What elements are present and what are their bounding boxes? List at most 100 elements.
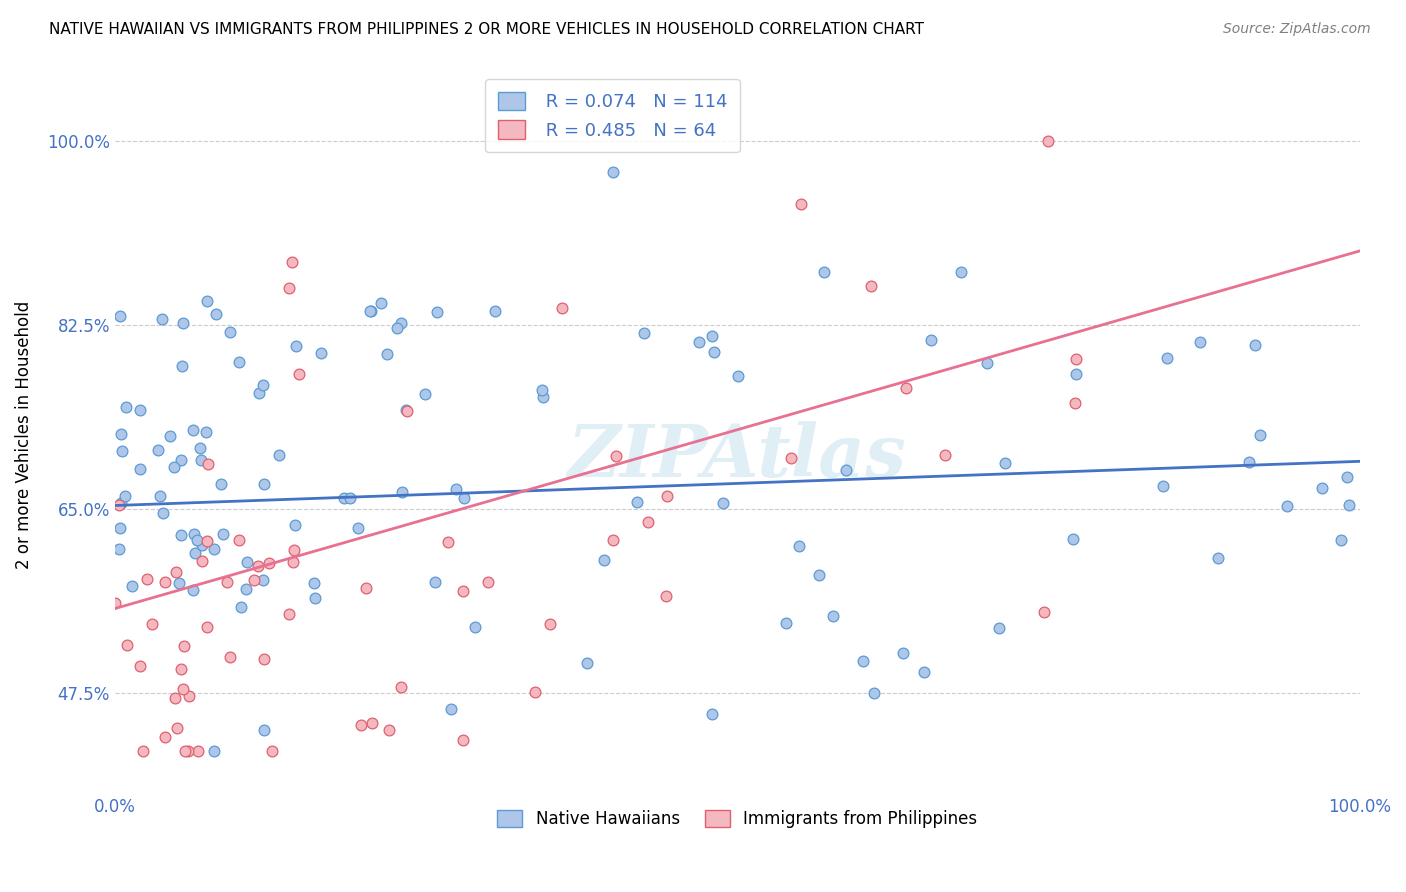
Point [253, 652, 276, 666]
Point [281, 555, 304, 569]
Point [304, 591, 326, 606]
Point [602, 165, 624, 179]
Point [132, 743, 155, 757]
Point [212, 526, 235, 541]
Y-axis label: 2 or more Vehicles in Household: 2 or more Vehicles in Household [15, 301, 32, 569]
Point [170, 452, 193, 467]
Point [278, 607, 301, 621]
Point [309, 345, 332, 359]
Point [104, 596, 127, 610]
Point [197, 457, 219, 471]
Point [215, 575, 238, 590]
Point [114, 490, 136, 504]
Point [950, 265, 973, 279]
Point [1156, 351, 1178, 365]
Point [835, 463, 858, 477]
Point [440, 701, 463, 715]
Point [602, 533, 624, 548]
Point [183, 527, 205, 541]
Point [425, 574, 447, 589]
Point [204, 307, 226, 321]
Point [1033, 605, 1056, 619]
Point [385, 321, 408, 335]
Point [152, 506, 174, 520]
Point [1036, 134, 1059, 148]
Point [253, 476, 276, 491]
Point [281, 254, 304, 268]
Point [243, 574, 266, 588]
Point [626, 495, 648, 509]
Point [1064, 352, 1087, 367]
Point [108, 521, 131, 535]
Point [153, 575, 176, 590]
Point [593, 552, 616, 566]
Point [184, 546, 207, 560]
Point [354, 581, 377, 595]
Point [252, 378, 274, 392]
Point [128, 659, 150, 673]
Point [1064, 396, 1087, 410]
Point [350, 717, 373, 731]
Text: ZIPAtlas: ZIPAtlas [568, 421, 907, 492]
Point [202, 743, 225, 757]
Point [187, 743, 209, 757]
Point [637, 515, 659, 529]
Point [1152, 479, 1174, 493]
Point [209, 477, 232, 491]
Point [110, 495, 132, 509]
Point [688, 334, 710, 349]
Point [1275, 499, 1298, 513]
Point [114, 400, 136, 414]
Point [1206, 550, 1229, 565]
Text: Source: ZipAtlas.com: Source: ZipAtlas.com [1223, 22, 1371, 37]
Point [976, 356, 998, 370]
Point [813, 265, 835, 279]
Point [360, 303, 382, 318]
Point [333, 491, 356, 505]
Point [202, 542, 225, 557]
Point [172, 359, 194, 374]
Point [360, 715, 382, 730]
Point [657, 489, 679, 503]
Point [727, 368, 749, 383]
Point [163, 459, 186, 474]
Point [169, 576, 191, 591]
Point [700, 329, 723, 343]
Point [377, 723, 399, 737]
Point [789, 196, 811, 211]
Point [703, 345, 725, 359]
Point [181, 423, 204, 437]
Point [247, 386, 270, 401]
Point [1237, 455, 1260, 469]
Point [821, 609, 844, 624]
Point [197, 620, 219, 634]
Point [267, 448, 290, 462]
Point [994, 456, 1017, 470]
Point [177, 690, 200, 704]
Point [711, 496, 734, 510]
Point [538, 617, 561, 632]
Point [173, 639, 195, 653]
Point [141, 617, 163, 632]
Point [302, 575, 325, 590]
Point [863, 686, 886, 700]
Point [1330, 533, 1353, 547]
Point [859, 279, 882, 293]
Point [110, 427, 132, 442]
Point [1064, 367, 1087, 381]
Point [395, 403, 418, 417]
Point [787, 540, 810, 554]
Point [426, 305, 449, 319]
Point [1249, 428, 1271, 442]
Point [111, 444, 134, 458]
Point [278, 281, 301, 295]
Point [129, 403, 152, 417]
Point [195, 533, 218, 548]
Point [1310, 481, 1333, 495]
Point [170, 528, 193, 542]
Point [228, 355, 250, 369]
Point [896, 381, 918, 395]
Point [260, 743, 283, 757]
Point [523, 685, 546, 699]
Point [257, 556, 280, 570]
